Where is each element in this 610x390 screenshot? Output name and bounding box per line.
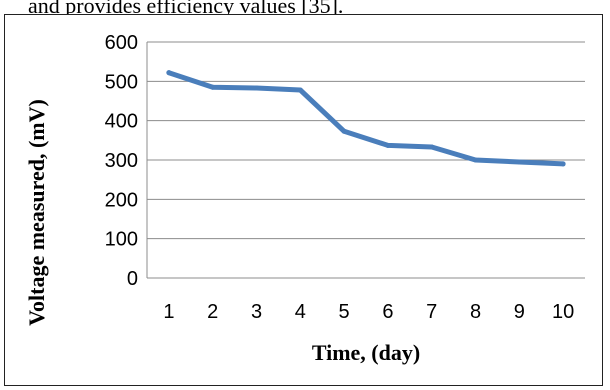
x-tick-label: 2 [207, 301, 218, 323]
x-tick-label: 4 [295, 301, 306, 323]
x-tick-label: 1 [163, 301, 174, 323]
data-point [297, 87, 303, 93]
y-tick-label: 400 [105, 111, 138, 133]
data-point [473, 157, 478, 163]
x-tick-label: 7 [426, 301, 437, 323]
y-axis-tick-labels: 0 100 200 300 400 500 600 [105, 32, 138, 290]
y-tick-label: 200 [105, 189, 138, 211]
x-tick-label: 9 [514, 301, 525, 323]
y-axis-title: Voltage measured, (mV) [24, 99, 49, 326]
x-tick-label: 10 [552, 301, 574, 323]
data-point [516, 159, 522, 165]
x-axis-title: Time, (day) [312, 340, 420, 365]
data-point [166, 70, 172, 76]
y-tick-label: 600 [105, 32, 138, 54]
data-point [385, 142, 391, 148]
data-point [560, 161, 566, 167]
x-tick-label: 5 [339, 301, 350, 323]
series-line-0 [166, 70, 566, 167]
y-tick-label: 500 [105, 71, 138, 93]
y-tick-label: 0 [127, 268, 138, 290]
x-tick-label: 6 [382, 301, 393, 323]
x-tick-label: 8 [470, 301, 481, 323]
data-point [429, 144, 435, 150]
y-tick-label: 100 [105, 229, 138, 251]
x-axis-tick-labels: 1 2 3 4 5 6 7 8 9 10 [163, 301, 574, 323]
chart-frame [4, 14, 603, 386]
data-point [210, 84, 216, 90]
data-point [254, 85, 259, 91]
data-point [341, 128, 347, 134]
series-layer [166, 70, 566, 167]
top-caption-fragment: and provides efficiency values [35]. [28, 0, 344, 18]
x-tick-label: 3 [251, 301, 262, 323]
y-tick-label: 300 [105, 150, 138, 172]
